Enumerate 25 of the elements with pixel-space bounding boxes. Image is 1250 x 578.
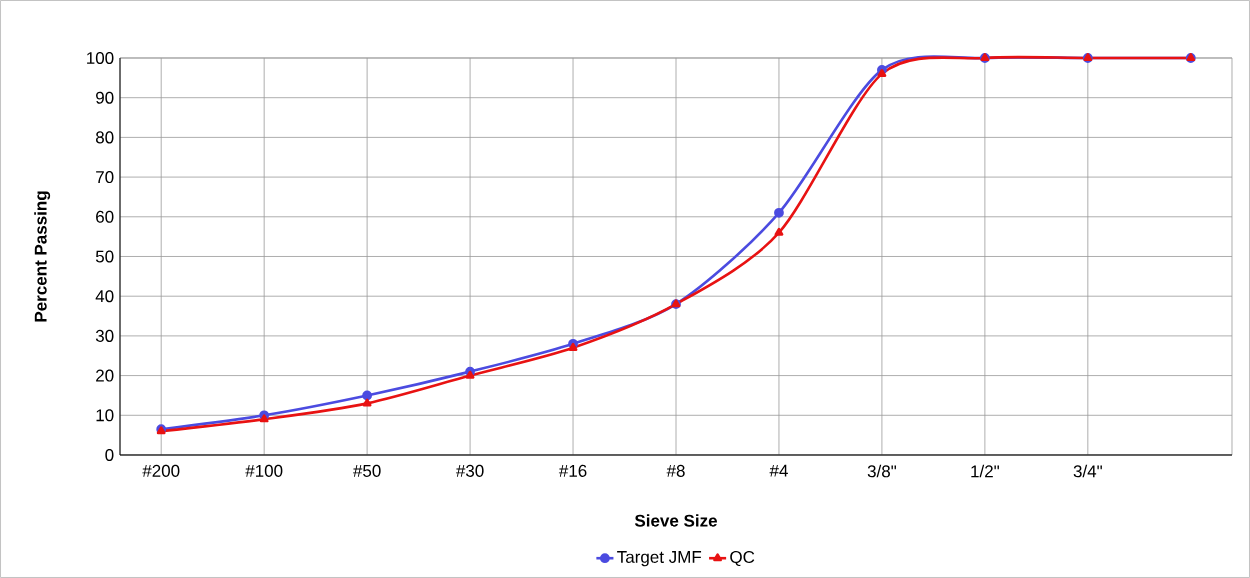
y-tick-label: 90 — [96, 91, 114, 104]
x-tick-label: 1/2" — [971, 464, 999, 478]
x-tick-label: #4 — [769, 464, 788, 477]
x-tick-label: #30 — [455, 464, 484, 477]
x-tick-label: #200 — [142, 464, 180, 477]
legend-label: QC — [730, 550, 755, 567]
x-tick-label: #16 — [558, 464, 587, 477]
y-axis-title: Percent Passing — [34, 191, 51, 322]
y-tick-label: 50 — [95, 250, 114, 263]
y-tick-label: 40 — [95, 290, 114, 303]
x-tick-label: 3/8" — [867, 464, 897, 478]
x-tick-label: 3/4" — [1073, 464, 1102, 478]
x-tick-label: #8 — [666, 464, 685, 477]
y-tick-label: 30 — [95, 329, 114, 342]
y-tick-label: 20 — [96, 369, 114, 382]
x-tick-label: #50 — [353, 464, 381, 477]
y-tick-label: 80 — [95, 131, 114, 144]
legend-label: Target JMF — [617, 551, 702, 567]
x-axis-title: Sieve Size — [634, 514, 717, 527]
y-tick-label: 100 — [87, 51, 114, 65]
y-tick-label: 60 — [96, 210, 114, 223]
x-tick-label: #100 — [245, 464, 283, 477]
y-tick-label: 70 — [96, 171, 114, 184]
y-tick-label: 0 — [105, 448, 114, 462]
y-tick-label: 10 — [96, 409, 114, 422]
